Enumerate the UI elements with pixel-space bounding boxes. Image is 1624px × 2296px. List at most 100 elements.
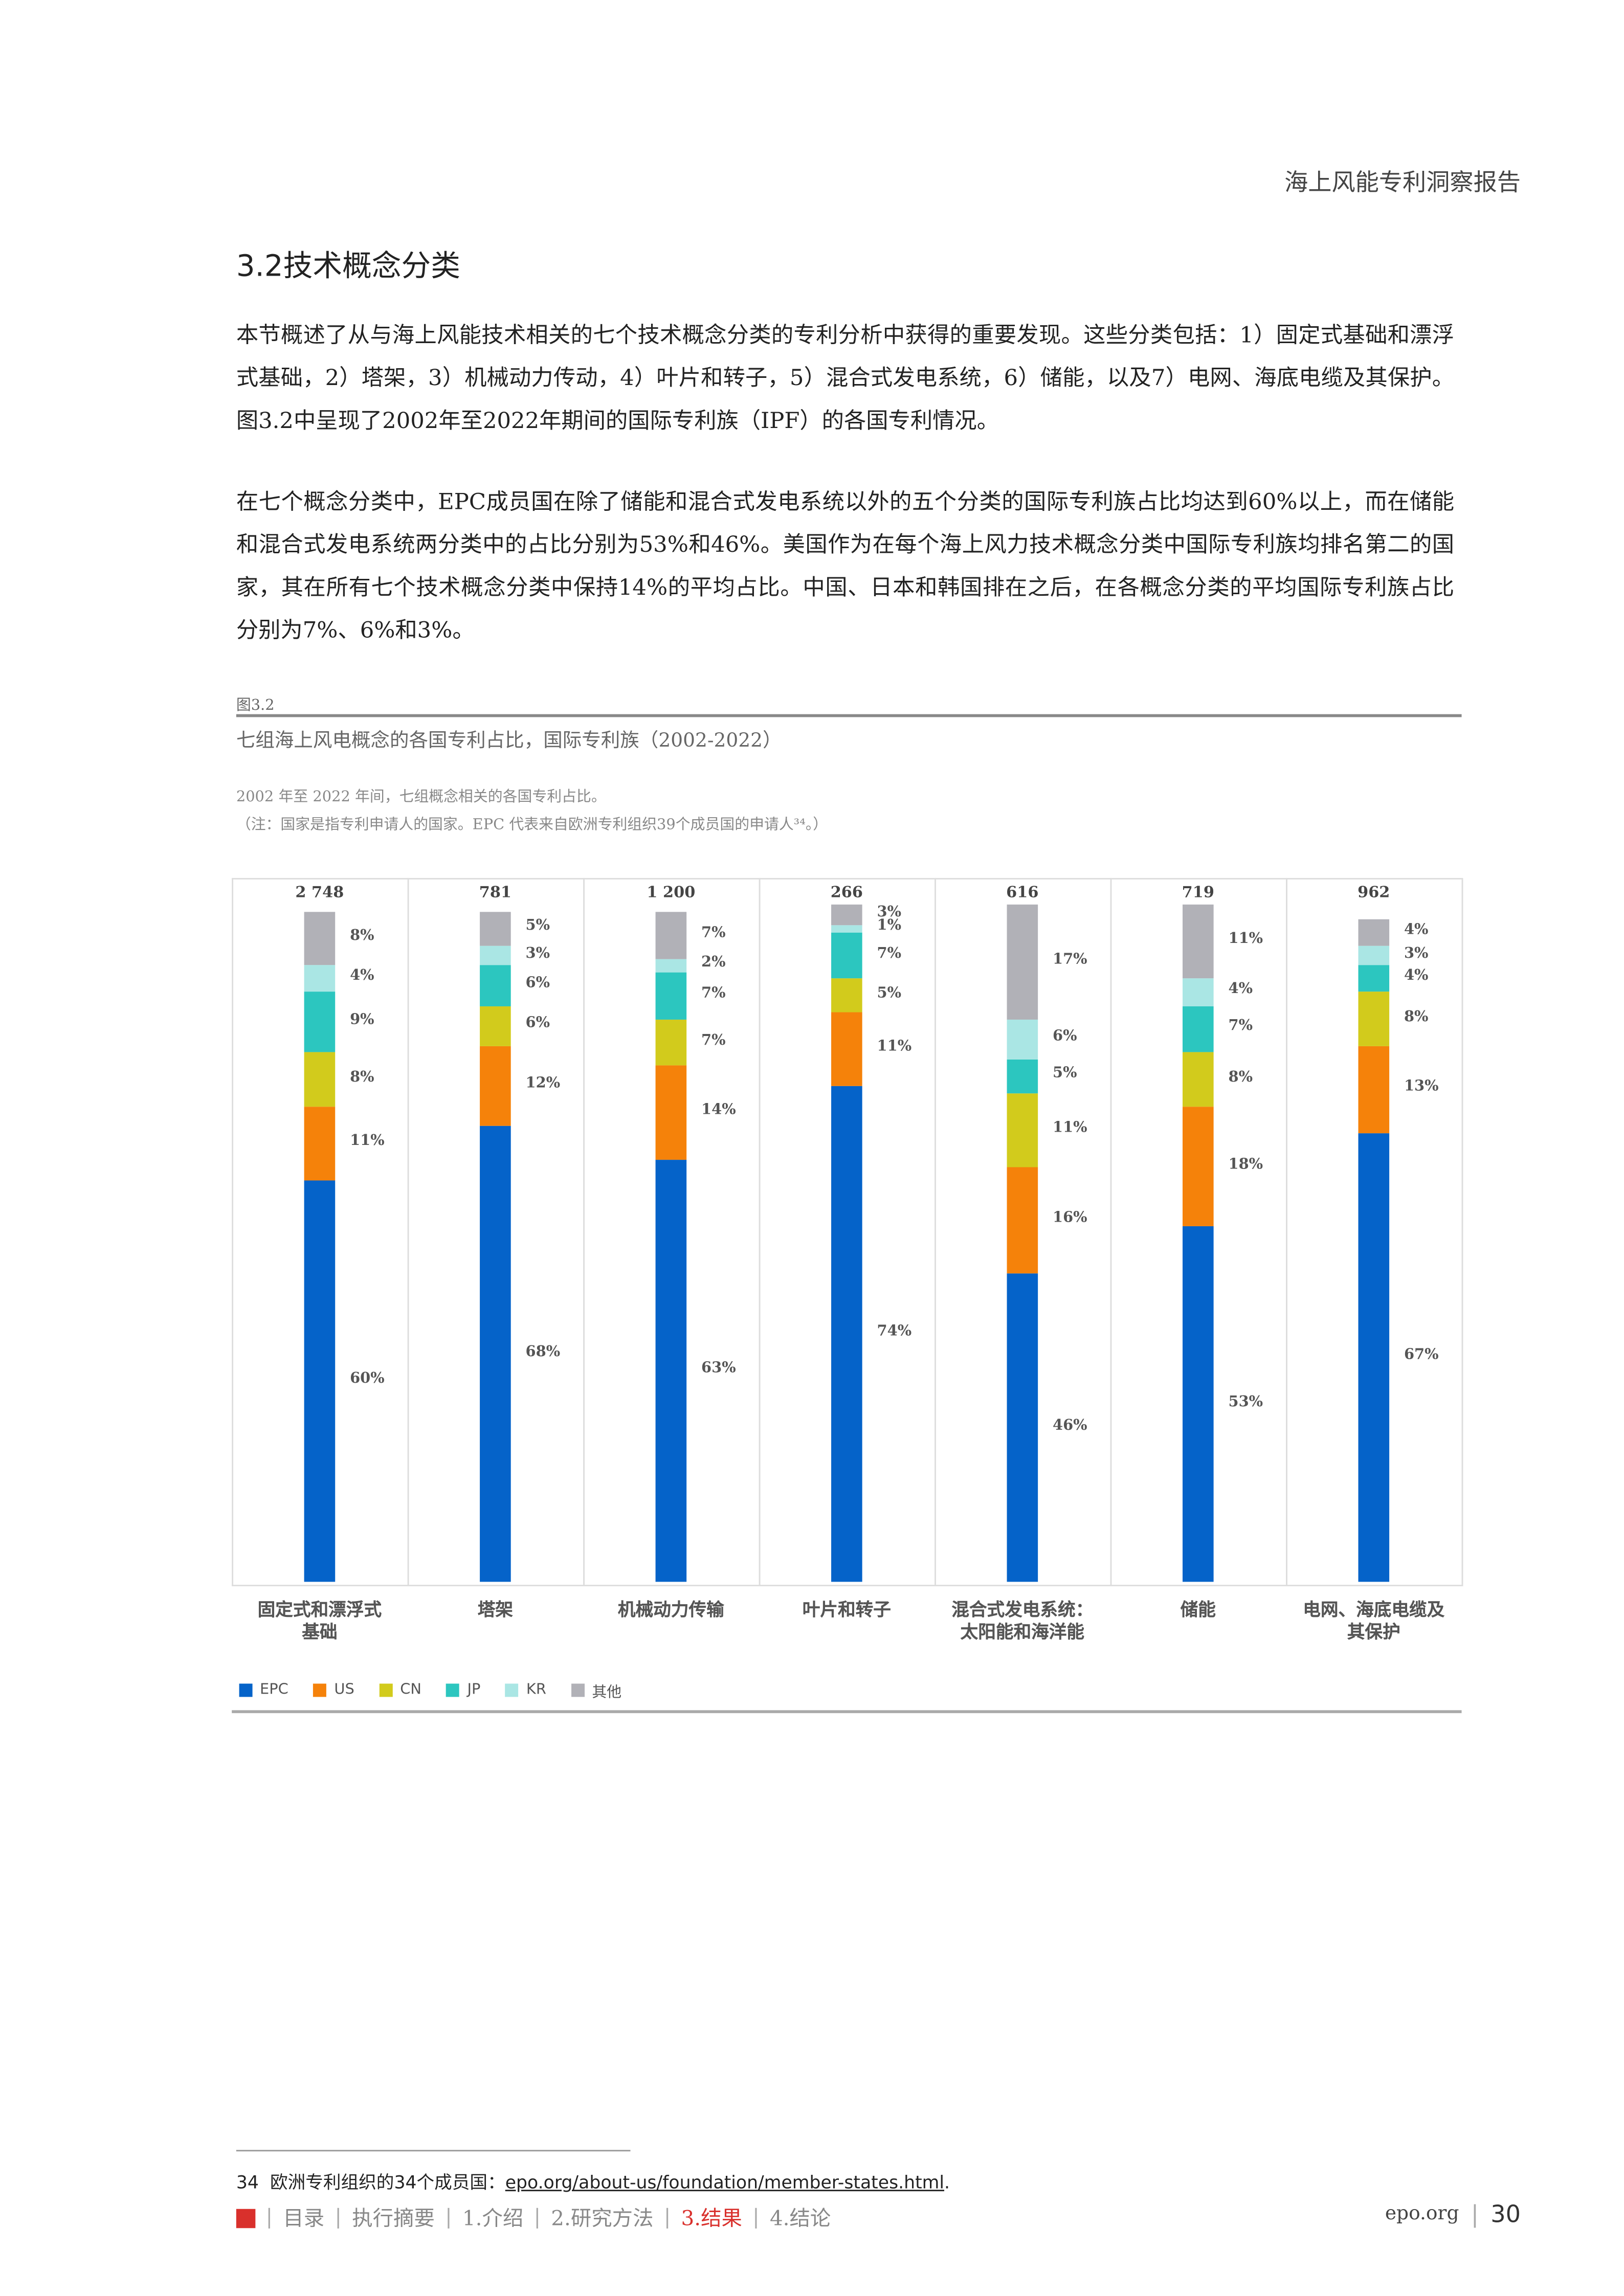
chart: 2 748 固定式和漂浮式 基础 60% 11% 8% 9% 4% 8% 781 塔架 68% 12%… <box>232 877 1463 1701</box>
grid-line <box>759 877 761 1587</box>
nav-item[interactable]: 执行摘要 <box>352 2207 435 2232</box>
value-label: 4% <box>1404 921 1429 938</box>
value-label: 2% <box>701 955 726 972</box>
legend-item: EPC <box>239 1679 288 1701</box>
legend-item: JP <box>447 1679 480 1701</box>
value-label: 68% <box>525 1343 561 1360</box>
footnote-link[interactable]: epo.org/about-us/foundation/member-state… <box>505 2172 945 2193</box>
figure-label: 图3.2 <box>236 697 275 714</box>
value-label: 8% <box>350 1069 374 1086</box>
frame-bottom <box>232 1585 1462 1587</box>
category-label: 机械动力传输 <box>617 1599 724 1620</box>
value-label: 11% <box>877 1039 912 1055</box>
value-label: 8% <box>1404 1008 1429 1025</box>
category-label: 固定式和漂浮式 基础 <box>257 1599 382 1642</box>
nav-icon <box>236 2208 256 2227</box>
value-label: 53% <box>1228 1393 1263 1410</box>
separator: | <box>1471 2200 1479 2229</box>
value-label: 17% <box>1053 952 1087 969</box>
legend-swatch <box>571 1683 585 1697</box>
value-label: 63% <box>701 1360 736 1377</box>
category-label: 电网、海底电缆及 其保护 <box>1303 1599 1445 1642</box>
rule <box>236 714 1462 716</box>
total-label: 962 <box>1358 884 1390 902</box>
value-label: 4% <box>1404 969 1429 985</box>
separator: | <box>663 2205 671 2230</box>
separator: | <box>335 2205 342 2230</box>
legend-swatch <box>379 1683 393 1697</box>
legend-swatch <box>313 1683 327 1697</box>
header-title: 海上风能专利洞察报告 <box>1284 168 1521 196</box>
category-label: 储能 <box>1180 1599 1216 1620</box>
bar-segment <box>304 1106 336 1180</box>
value-label: 74% <box>877 1323 912 1340</box>
total-label: 1 200 <box>647 884 696 902</box>
nav-item[interactable]: 2.研究方法 <box>551 2207 654 2232</box>
value-label: 11% <box>1228 932 1263 948</box>
site: epo.org <box>1385 2203 1459 2225</box>
paragraph: 在七个概念分类中，EPC成员国在除了储能和混合式发电系统以外的五个分类的国际专利… <box>236 488 1455 644</box>
value-label: 16% <box>1053 1209 1087 1226</box>
value-label: 7% <box>877 945 902 961</box>
nav-item[interactable]: 4.结论 <box>769 2207 831 2232</box>
nav: | 目录 | 执行摘要 | 1.介绍 | 2.研究方法 | 3.结果 | 4.结论 <box>236 2203 831 2233</box>
legend-label: 其他 <box>592 1685 622 1702</box>
bar-segment <box>831 932 862 979</box>
value-label: 14% <box>701 1102 736 1119</box>
bar-segment <box>480 965 511 1006</box>
value-label: 11% <box>1053 1119 1087 1136</box>
value-label: 9% <box>350 1012 374 1028</box>
value-label: 6% <box>525 975 550 992</box>
bar-segment <box>480 1046 511 1127</box>
bar-segment <box>480 945 511 966</box>
value-label: 13% <box>1404 1079 1439 1095</box>
bar-segment <box>304 1052 336 1107</box>
bar-segment <box>1007 905 1038 1019</box>
value-label: 5% <box>877 985 902 1002</box>
bar-segment <box>1183 1106 1214 1227</box>
legend-item: 其他 <box>571 1679 621 1701</box>
value-label: 18% <box>1228 1156 1263 1173</box>
paragraph: 本节概述了从与海上风能技术相关的七个技术概念分类的专利分析中获得的重要发现。这些… <box>236 322 1455 434</box>
bar-segment <box>304 1180 336 1582</box>
total-label: 616 <box>1006 884 1039 902</box>
rule <box>232 1710 1462 1713</box>
footnote-text: 欧洲专利组织的34个成员国： <box>270 2172 505 2193</box>
bar-segment <box>480 912 511 946</box>
nav-item[interactable]: 目录 <box>283 2207 325 2232</box>
bar-segment <box>655 958 687 973</box>
footnote-rule <box>236 2150 631 2152</box>
page-info: epo.org | 30 <box>1385 2200 1521 2228</box>
bar-segment <box>655 1066 687 1160</box>
bar-segment <box>304 965 336 993</box>
legend-swatch <box>447 1683 460 1697</box>
value-label: 5% <box>525 918 550 935</box>
value-label: 11% <box>350 1133 385 1149</box>
bar-segment <box>655 912 687 959</box>
bar-segment <box>1358 1046 1390 1133</box>
grid-line <box>1461 877 1463 1587</box>
category-label: 混合式发电系统： 太阳能和海洋能 <box>951 1599 1094 1642</box>
total-label: 266 <box>830 884 863 902</box>
grid-line <box>1110 877 1112 1587</box>
bar-segment <box>1358 918 1390 946</box>
bar-segment <box>655 1159 687 1582</box>
bar-segment <box>1183 905 1214 979</box>
grid-line <box>935 877 936 1587</box>
bar-segment <box>1183 1227 1214 1582</box>
category-label: 塔架 <box>477 1599 514 1620</box>
chart-note: （注：国家是指专利申请人的国家。EPC 代表来自欧洲专利组织39个成员国的申请人… <box>236 817 828 834</box>
legend-item: US <box>313 1679 354 1701</box>
grid-line <box>1286 877 1287 1587</box>
value-label: 67% <box>1404 1347 1439 1364</box>
grid-line <box>232 877 234 1587</box>
bar-segment <box>655 1019 687 1066</box>
chart-title: 七组海上风电概念的各国专利占比，国际专利族（2002-2022） <box>236 730 782 753</box>
value-label: 60% <box>350 1370 385 1387</box>
bar-segment <box>831 1086 862 1582</box>
nav-item[interactable]: 3.结果 <box>681 2207 742 2232</box>
bar-segment <box>1007 1166 1038 1274</box>
bar-segment <box>1358 945 1390 966</box>
nav-item[interactable]: 1.介绍 <box>462 2207 524 2232</box>
bar-segment <box>1007 1273 1038 1582</box>
